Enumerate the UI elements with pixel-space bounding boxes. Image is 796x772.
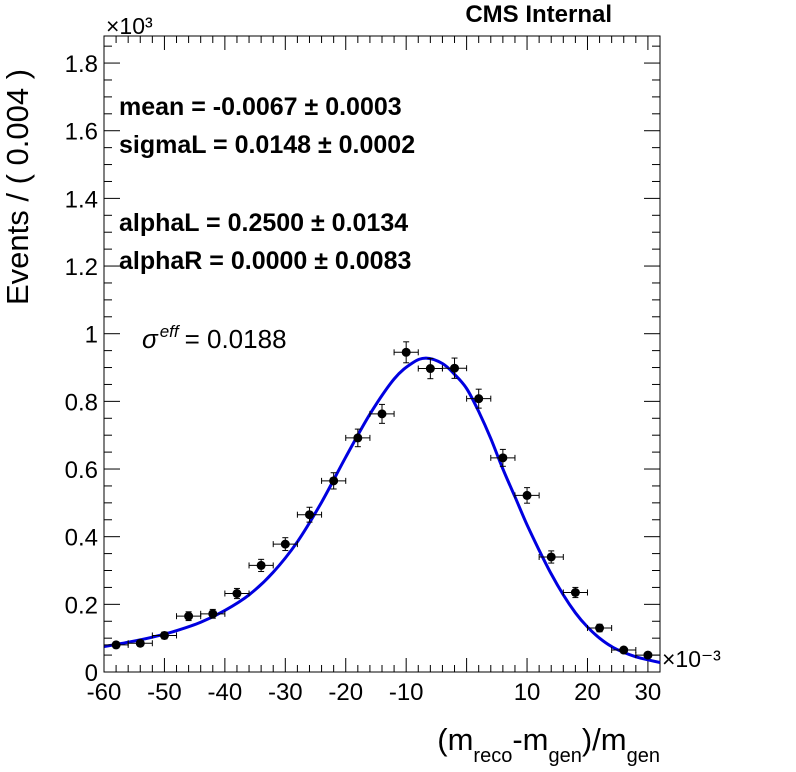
x-tick-label: -30 <box>268 679 303 706</box>
x-tick-labels: -60 -50 -40 -30 -20 -10 10 20 30 <box>87 679 662 706</box>
data-marker <box>159 630 169 640</box>
data-point <box>611 645 637 655</box>
y-axis-title: Events / ( 0.004 ) <box>0 69 35 305</box>
data-marker <box>280 539 290 549</box>
sigma-eff-value: = 0.0188 <box>185 324 287 354</box>
data-marker <box>232 589 242 599</box>
data-marker <box>329 476 339 486</box>
data-point <box>635 650 661 660</box>
y-tick-label: 0.6 <box>65 457 98 484</box>
data-point <box>562 586 588 599</box>
annotation-alphar: alphaR = 0.0000 ± 0.0083 <box>119 247 411 275</box>
y-tick-label: 0.8 <box>65 389 98 416</box>
data-marker <box>546 552 556 562</box>
fit-curve-group <box>103 356 661 664</box>
data-point <box>490 448 516 467</box>
x-tick-label: -10 <box>389 679 424 706</box>
x-title-part-4: )/m <box>582 722 627 757</box>
x-tick-label: 20 <box>574 679 601 706</box>
x-tick-label: 30 <box>635 679 662 706</box>
sigma-eff-label: σ eff = 0.0188 <box>142 322 287 354</box>
x-tick-label: -20 <box>328 679 363 706</box>
x-title-sub-reco: reco <box>473 745 512 767</box>
plot-title: CMS Internal <box>465 1 612 28</box>
y-tick-label: 0.2 <box>65 592 98 619</box>
y-tick-label: 1.8 <box>65 51 98 78</box>
data-marker <box>498 453 508 463</box>
y-tick-label: 1 <box>85 322 98 349</box>
data-marker <box>425 364 435 374</box>
data-point <box>127 638 153 648</box>
y-tick-label: 0 <box>85 660 98 687</box>
data-marker <box>256 560 266 570</box>
axis-ticks <box>103 36 661 673</box>
data-marker <box>619 645 629 655</box>
y-tick-labels: 0 0.2 0.4 0.6 0.8 1 1.2 1.4 1.6 1.8 <box>65 51 98 687</box>
annotation-alphal: alphaL = 0.2500 ± 0.0134 <box>119 209 408 237</box>
y-tick-label: 1.4 <box>65 186 98 213</box>
data-points <box>103 341 661 660</box>
data-point <box>441 357 468 379</box>
sigma-superscript: eff <box>160 322 181 341</box>
sigma-symbol: σ <box>142 324 159 354</box>
data-marker <box>111 640 121 650</box>
y-tick-label: 1.6 <box>65 119 98 146</box>
x-tick-label: -50 <box>147 679 182 706</box>
data-marker <box>135 638 145 648</box>
x-multiplier: ×10⁻³ <box>662 646 721 672</box>
x-title-part-0: (m <box>437 722 473 757</box>
x-axis-title: (mreco-mgen)/mgen <box>437 722 660 767</box>
data-point <box>345 428 371 448</box>
data-point <box>176 611 202 622</box>
data-point <box>369 403 395 424</box>
data-point <box>538 550 564 564</box>
x-title-sub-gen-1: gen <box>548 745 581 767</box>
x-tick-label: -60 <box>87 679 122 706</box>
data-marker <box>474 394 484 404</box>
x-tick-label: -40 <box>208 679 243 706</box>
data-marker <box>570 588 580 597</box>
data-point <box>151 630 178 640</box>
annotation-mean: mean = -0.0067 ± 0.0003 <box>119 93 402 121</box>
data-point <box>296 506 323 523</box>
data-marker <box>401 347 411 357</box>
data-marker <box>208 609 218 619</box>
data-marker <box>522 490 532 500</box>
data-point <box>272 537 298 552</box>
x-title-sub-gen-2: gen <box>627 745 660 767</box>
data-marker <box>184 611 194 621</box>
x-title-part-2: -m <box>512 722 548 757</box>
data-point <box>514 487 540 504</box>
data-marker <box>595 623 605 633</box>
data-point <box>248 558 274 573</box>
y-tick-label: 1.2 <box>65 254 98 281</box>
data-marker <box>643 650 653 660</box>
data-marker <box>304 510 314 520</box>
data-marker <box>353 433 363 443</box>
data-point <box>321 472 347 490</box>
annotation-sigmal: sigmaL = 0.0148 ± 0.0002 <box>119 131 415 159</box>
data-point <box>586 623 613 633</box>
data-point <box>224 587 250 600</box>
x-tick-label: 10 <box>514 679 541 706</box>
data-point <box>393 341 419 364</box>
y-tick-label: 0.4 <box>65 525 98 552</box>
data-marker <box>450 363 460 373</box>
y-multiplier: ×10³ <box>106 13 153 39</box>
data-point <box>466 388 492 409</box>
data-marker <box>377 409 387 419</box>
fit-curve <box>103 356 661 664</box>
data-point <box>200 608 226 619</box>
